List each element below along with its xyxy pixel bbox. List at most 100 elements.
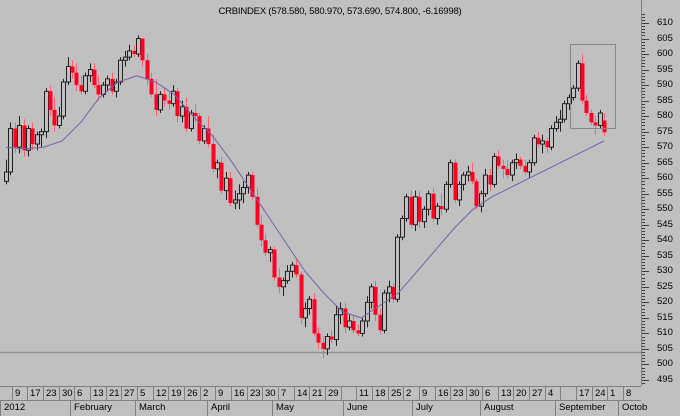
time-axis[interactable]: 9 17 23 30 6 13 21 27 5 12 19 26 2 9 16 23 30 7 14 21 29 11 18… [0,386,647,416]
time-axis-day: 4 [545,387,561,400]
price-label: 550 [657,203,673,215]
down-candle [523,159,528,176]
up-candle [17,116,22,154]
up-candle [338,302,343,325]
up-candle [35,131,40,151]
up-candle [215,159,220,179]
down-candle [589,109,594,126]
highlight-box [570,44,616,129]
up-candle [483,168,488,197]
up-candle [413,190,418,231]
down-candle [602,113,607,136]
up-candle [26,125,31,157]
up-candle [268,246,273,263]
time-axis-day: 6 [74,387,90,400]
time-axis-day: 20 [513,387,529,400]
time-axis-day: 13 [90,387,106,400]
down-candle [409,190,414,228]
price-label: 545 [657,218,673,230]
time-axis-day: 5 [137,387,153,400]
up-candle [492,153,497,188]
candlestick-chart [0,35,641,359]
down-candle [140,38,145,67]
time-axis-day [0,387,12,400]
price-label: 500 [657,358,673,370]
down-candle [391,283,396,303]
time-axis-day: 23 [450,387,466,400]
price-label: 565 [657,156,673,168]
time-axis-day: 25 [388,387,404,400]
up-candle [44,88,49,138]
up-candle [448,159,453,188]
time-axis-day [341,387,357,400]
down-candle [149,72,154,98]
time-axis-month: August [480,401,555,416]
time-axis-day: 14 [294,387,310,400]
down-candle [22,119,27,157]
time-axis-day: 9 [12,387,28,400]
up-candle [290,262,295,278]
up-candle [123,50,128,67]
up-candle [307,296,312,315]
down-candle [501,159,506,179]
price-label: 580 [657,110,673,122]
chart-plot-area[interactable] [0,0,641,386]
up-candle [549,125,554,151]
time-axis-month: February [70,401,135,416]
price-label: 570 [657,141,673,153]
up-candle [369,283,374,309]
down-candle [272,246,277,281]
down-candle [162,88,167,107]
up-candle [558,109,563,132]
up-candle [479,190,484,213]
down-candle [132,44,137,58]
time-axis-day: 30 [466,387,482,400]
down-candle [259,215,264,247]
time-axis-day: 21 [106,387,122,400]
price-label: 495 [657,373,673,385]
up-candle [571,85,576,101]
up-candle [466,165,471,182]
up-candle [540,134,545,154]
time-axis-month: 2012 [0,401,70,416]
up-candle [61,78,66,120]
up-candle [241,181,246,204]
down-candle [343,302,348,334]
down-candle [378,308,383,334]
up-candle [510,159,515,182]
price-axis-ticks [641,0,649,386]
down-candle [431,187,436,222]
down-candle [74,63,79,92]
price-axis[interactable]: 610 605 600 595 590 585 580 575 570 565 560 555 550 5… [641,0,680,386]
time-axis-day: 29 [325,387,341,400]
time-axis-day: 17 [576,387,592,400]
down-candle [263,234,268,256]
time-axis-day [560,387,576,400]
up-candle [136,35,141,58]
time-axis-month: Octob [618,401,647,416]
price-label: 555 [657,187,673,199]
up-candle [400,215,405,241]
price-label: 575 [657,125,673,137]
time-axis-month: July [412,401,480,416]
up-candle [158,91,163,114]
down-candle [453,159,458,204]
up-candle [66,57,71,86]
time-axis-day: 12 [153,387,169,400]
price-label: 605 [657,32,673,44]
time-axis-month: September [555,401,618,416]
down-candle [518,156,523,169]
up-candle [576,60,581,92]
down-candle [255,187,260,228]
down-candle [96,75,101,101]
down-candle [439,193,444,216]
time-axis-day: 2 [200,387,216,400]
down-candle [373,280,378,321]
up-candle [444,181,449,213]
price-label: 540 [657,234,673,246]
down-candle [316,327,321,349]
time-axis-day: 30 [262,387,278,400]
up-candle [118,57,123,86]
time-axis-month: March [135,401,207,416]
down-candle [92,63,97,89]
